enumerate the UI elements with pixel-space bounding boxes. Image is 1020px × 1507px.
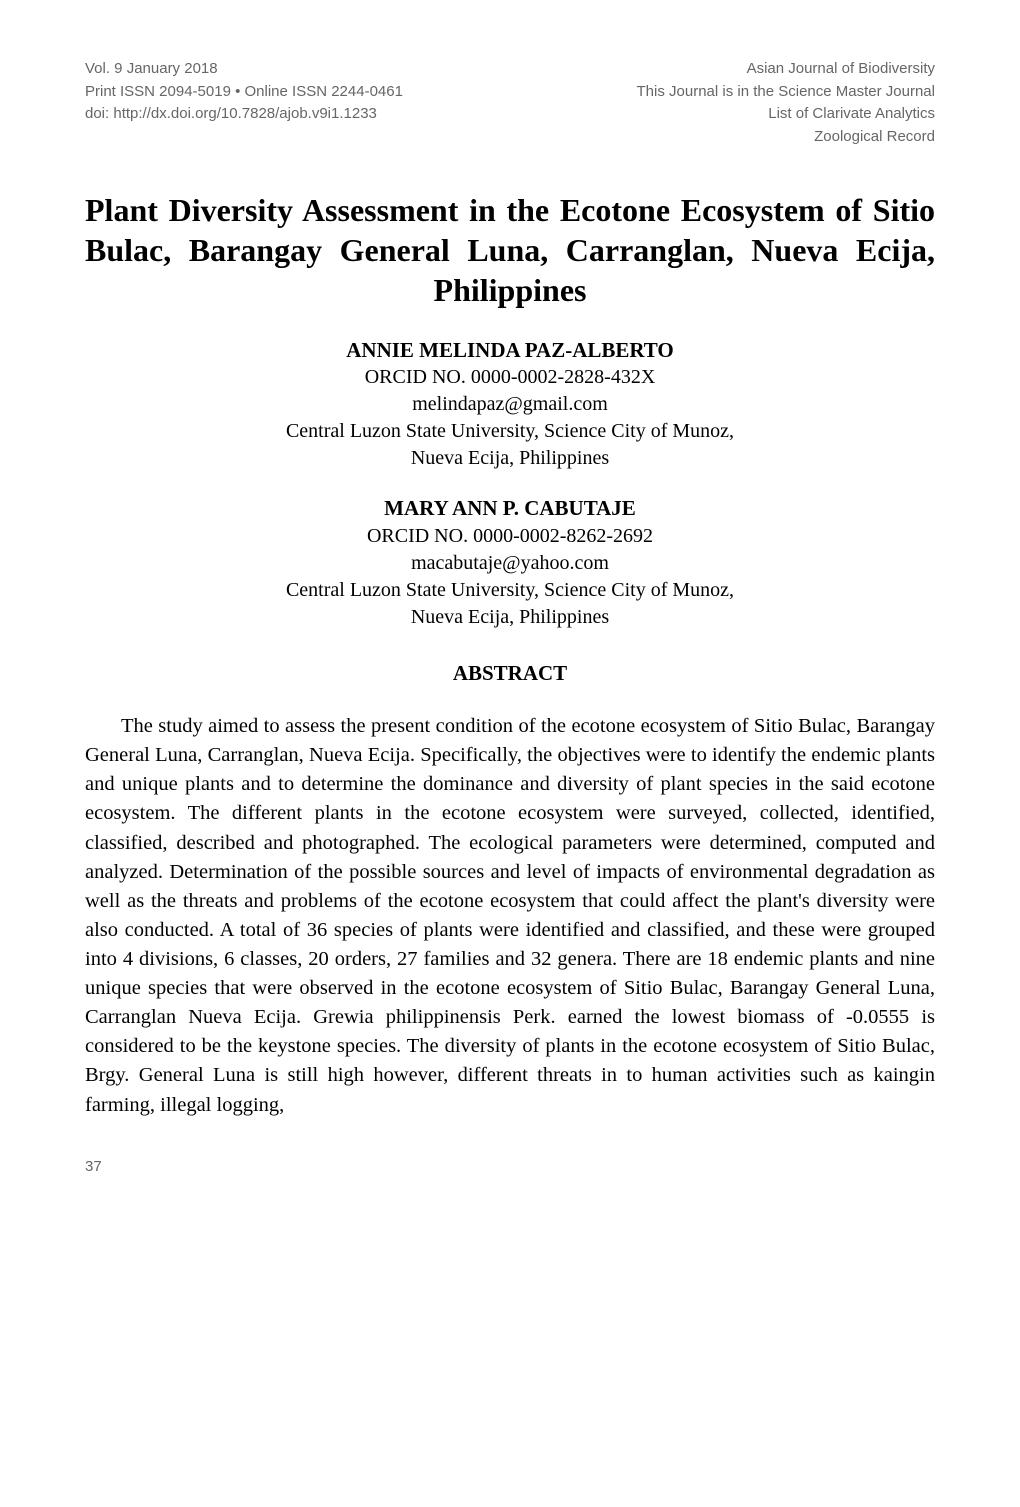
header-left-block: Vol. 9 January 2018 Print ISSN 2094-5019… [85,58,403,148]
header-journal-note3: Zoological Record [637,126,935,149]
header-doi: doi: http://dx.doi.org/10.7828/ajob.v9i1… [85,103,403,126]
author-name: MARY ANN P. CABUTAJE [85,494,935,522]
author-email: melindapaz@gmail.com [85,391,935,418]
journal-header: Vol. 9 January 2018 Print ISSN 2094-5019… [85,58,935,148]
header-journal-note2: List of Clarivate Analytics [637,103,935,126]
page-number: 37 [85,1156,935,1177]
abstract-heading: ABSTRACT [85,659,935,688]
article-title: Plant Diversity Assessment in the Ecoton… [85,190,935,310]
header-right-block: Asian Journal of Biodiversity This Journ… [637,58,935,148]
author-email: macabutaje@yahoo.com [85,550,935,577]
author-affiliation-line2: Nueva Ecija, Philippines [85,445,935,472]
author-block-1: ANNIE MELINDA PAZ-ALBERTO ORCID NO. 0000… [85,336,935,472]
header-vol-issue: Vol. 9 January 2018 [85,58,403,81]
author-block-2: MARY ANN P. CABUTAJE ORCID NO. 0000-0002… [85,494,935,630]
header-issn: Print ISSN 2094-5019 • Online ISSN 2244-… [85,81,403,104]
author-affiliation-line2: Nueva Ecija, Philippines [85,604,935,631]
author-orcid: ORCID NO. 0000-0002-8262-2692 [85,523,935,550]
header-journal-note1: This Journal is in the Science Master Jo… [637,81,935,104]
author-name: ANNIE MELINDA PAZ-ALBERTO [85,336,935,364]
abstract-body: The study aimed to assess the present co… [85,712,935,1120]
author-affiliation-line1: Central Luzon State University, Science … [85,418,935,445]
header-journal-name: Asian Journal of Biodiversity [637,58,935,81]
author-orcid: ORCID NO. 0000-0002-2828-432X [85,364,935,391]
author-affiliation-line1: Central Luzon State University, Science … [85,577,935,604]
